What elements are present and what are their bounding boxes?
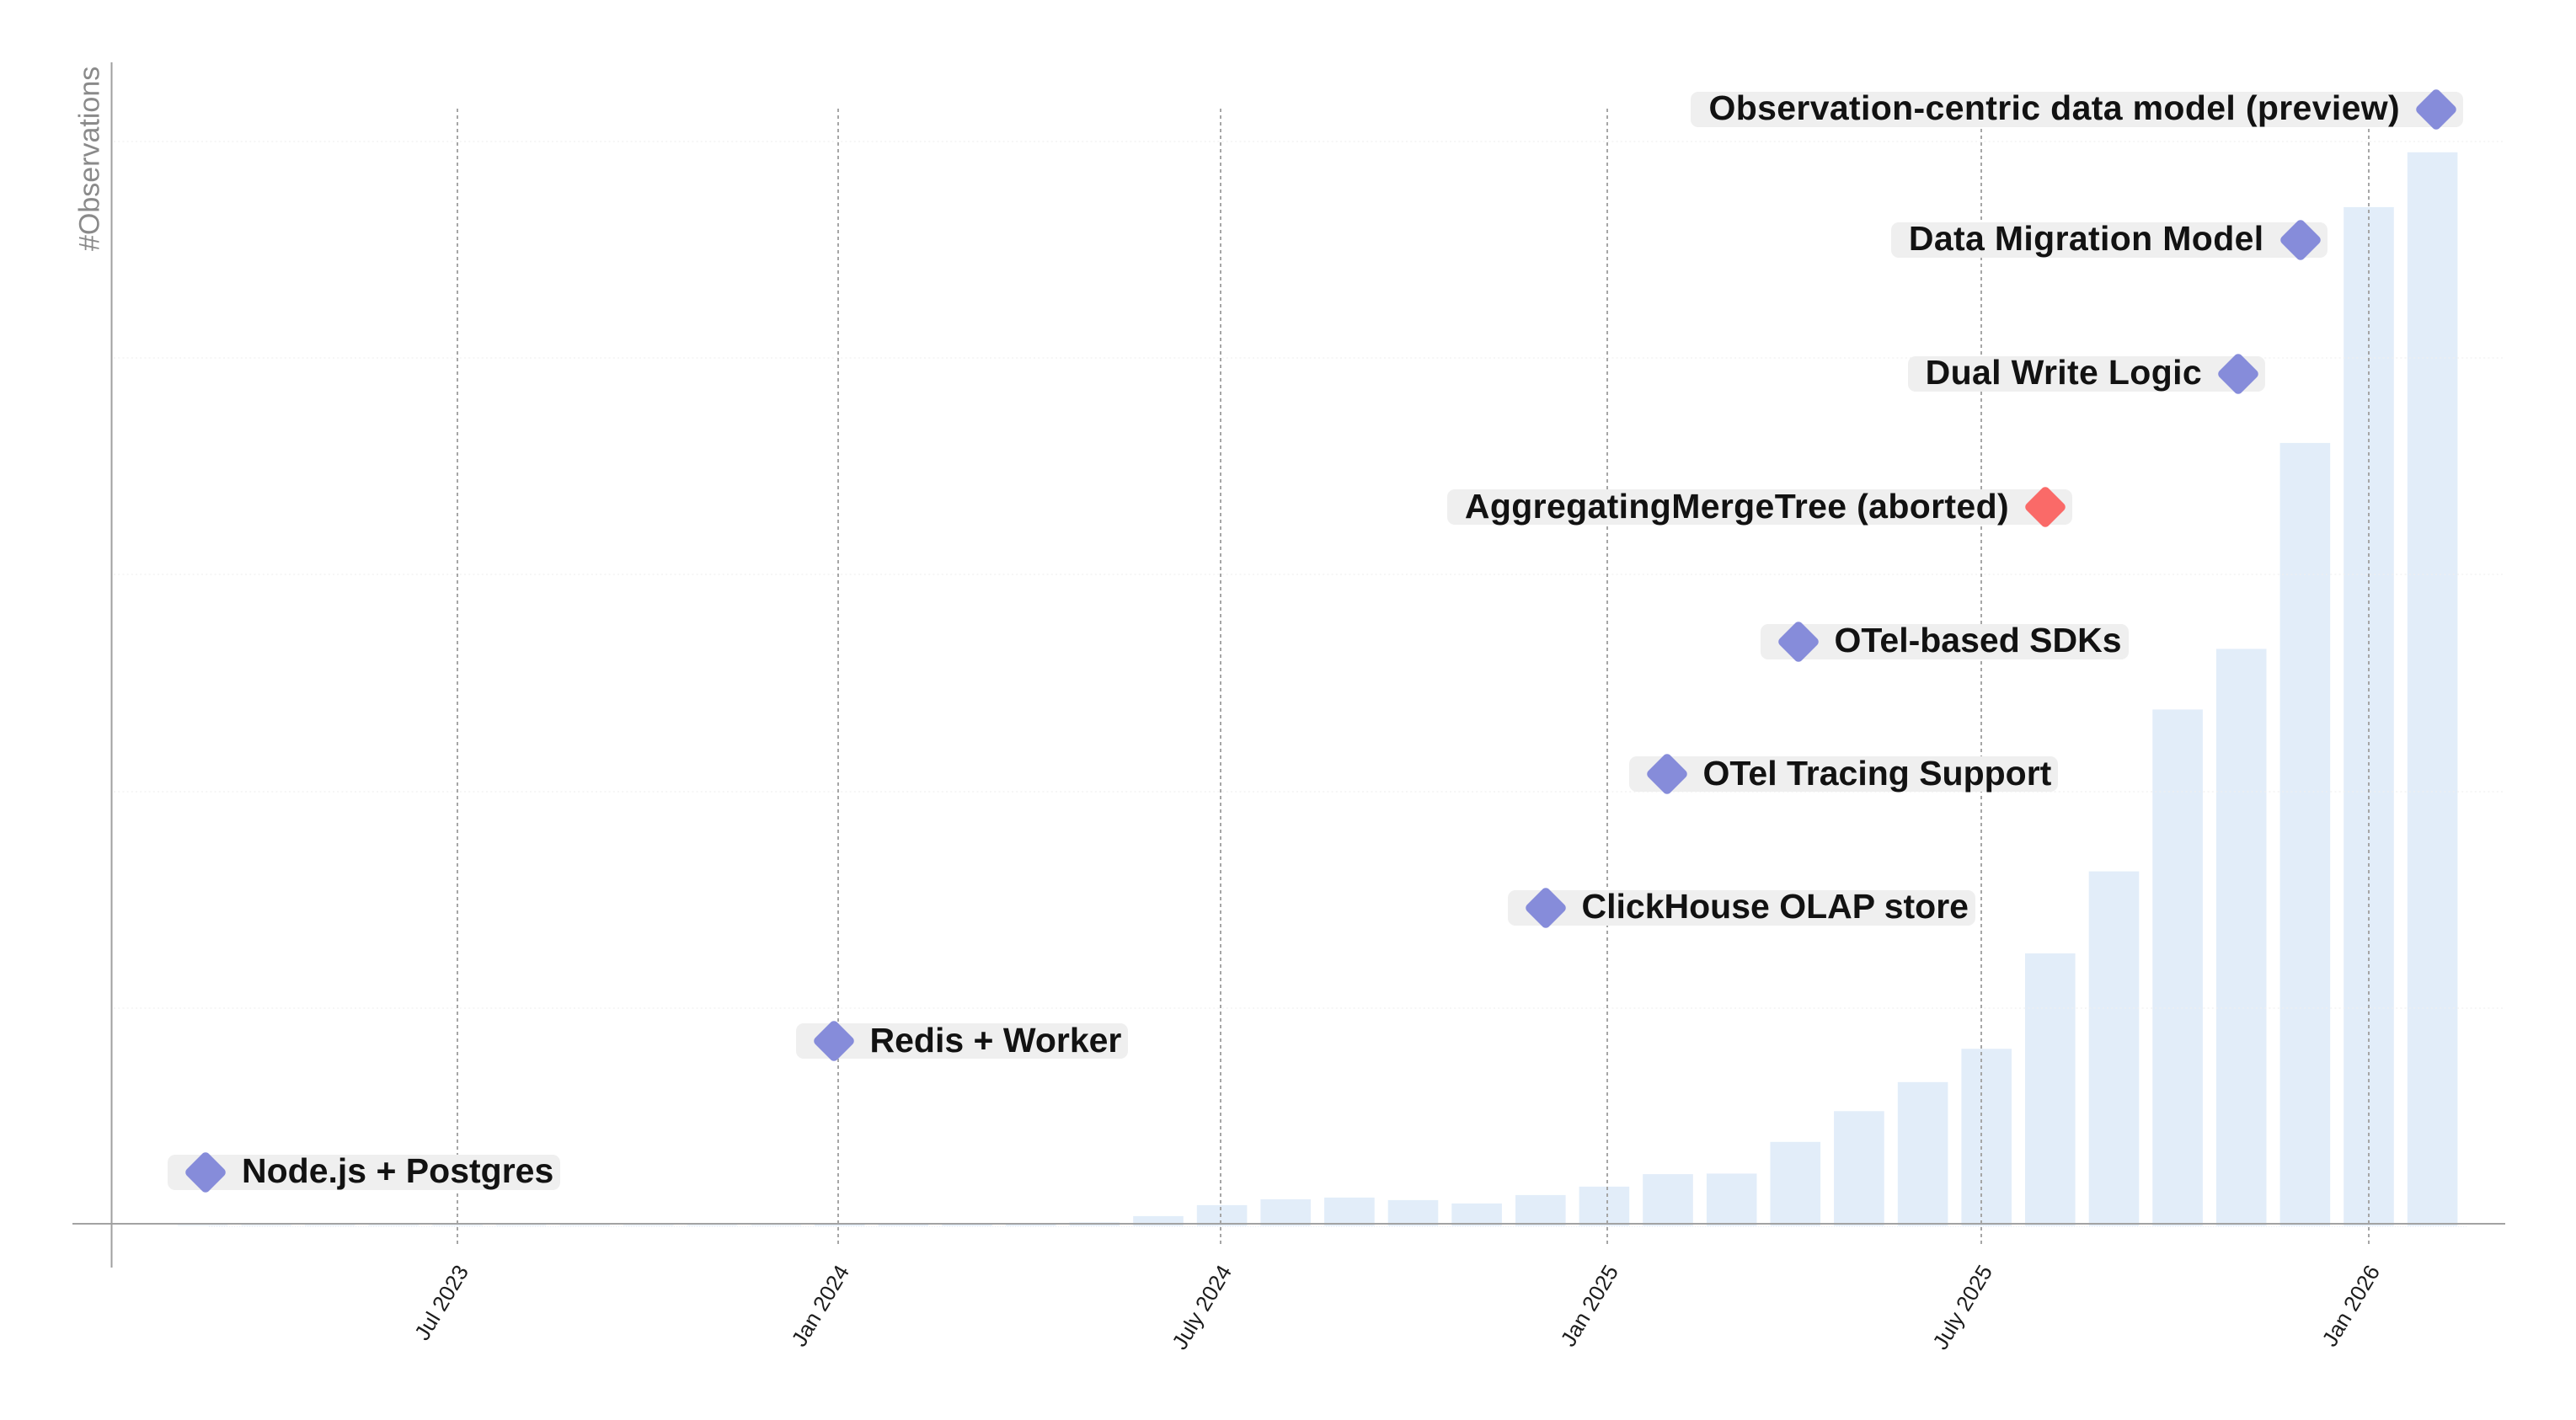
svg-text:July 2025: July 2025 <box>1927 1261 1997 1354</box>
svg-text:July 2024: July 2024 <box>1167 1261 1237 1354</box>
svg-text:Jan 2026: Jan 2026 <box>2317 1261 2385 1351</box>
svg-text:#Observations: #Observations <box>74 67 106 251</box>
svg-text:Jan 2025: Jan 2025 <box>1555 1261 1623 1351</box>
svg-text:Jul 2023: Jul 2023 <box>409 1261 473 1345</box>
svg-text:Jan 2024: Jan 2024 <box>786 1261 854 1351</box>
